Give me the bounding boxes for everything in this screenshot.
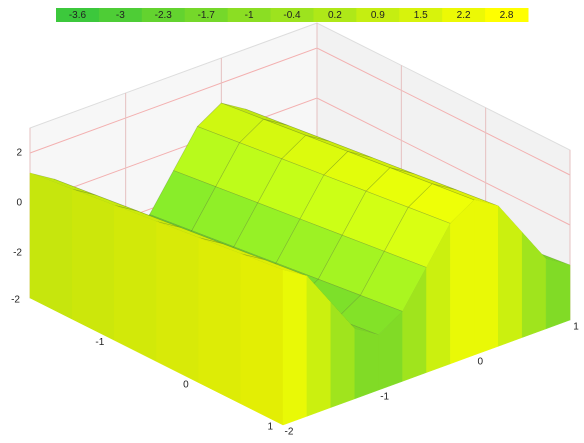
colorbar-cell: [485, 8, 529, 22]
colorbar-cell: [270, 8, 314, 22]
colorbar-label: 0.9: [371, 10, 385, 21]
x-tick-label: 0: [183, 379, 189, 390]
side-face: [354, 328, 379, 400]
colorbar-label: -3: [116, 10, 125, 21]
colorbar-label: 1.5: [414, 10, 428, 21]
y-tick-label: -2: [285, 427, 294, 438]
x-tick-label: 1: [267, 422, 273, 433]
side-face: [156, 221, 199, 384]
colorbar-cell: [184, 8, 229, 22]
side-face: [29, 172, 73, 320]
x-tick-label: -1: [95, 337, 104, 348]
x-tick-label: -2: [11, 295, 20, 306]
y-tick-label: -1: [380, 392, 389, 403]
side-face: [545, 258, 571, 330]
colorbar-cell: [399, 8, 443, 22]
side-face: [450, 199, 475, 365]
side-face: [282, 269, 308, 426]
colorbar-label: 2.2: [457, 10, 471, 21]
z-tick-label: 0: [16, 198, 22, 209]
colorbar-cell: [313, 8, 357, 22]
z-tick-label: -2: [13, 248, 22, 259]
side-face: [240, 253, 284, 426]
side-face: [474, 199, 499, 356]
side-face: [198, 237, 242, 405]
colorbar-label: -0.4: [283, 10, 301, 21]
colorbar-cell: [442, 8, 486, 22]
colorbar-cell: [356, 8, 400, 22]
colorbar-cell: [141, 8, 186, 22]
y-tick-label: 1: [573, 322, 579, 333]
colorbar-label: 2.8: [500, 10, 514, 21]
colorbar-cell: [98, 8, 143, 22]
z-tick-label: 2: [16, 148, 22, 159]
colorbar-label: 0.2: [328, 10, 342, 21]
colorbar-label: -2.3: [155, 10, 173, 21]
side-face: [71, 188, 115, 341]
colorbar-label: -1.7: [198, 10, 216, 21]
side-face: [114, 204, 157, 362]
colorbar-label: -1: [245, 10, 254, 21]
colorbar-cell: [227, 8, 272, 22]
y-tick-label: 0: [478, 357, 484, 368]
colorbar-label: -3.6: [69, 10, 87, 21]
colorbar-cell: [56, 8, 100, 22]
